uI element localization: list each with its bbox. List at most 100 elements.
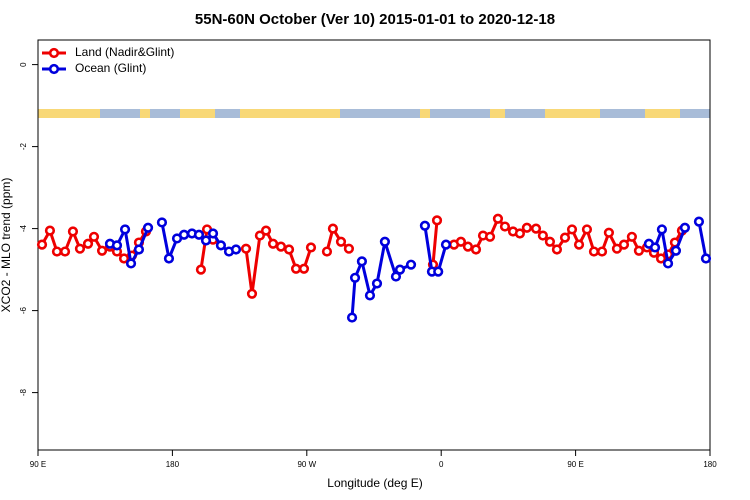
point xyxy=(254,230,266,241)
point xyxy=(440,239,452,250)
point xyxy=(240,243,252,254)
point xyxy=(693,216,705,227)
y-tick-label: -6 xyxy=(19,306,28,314)
point xyxy=(133,244,145,255)
point xyxy=(433,266,444,277)
point xyxy=(290,263,302,274)
x-tick-label: 90 W xyxy=(297,460,316,469)
point xyxy=(470,244,482,255)
point xyxy=(633,245,645,256)
point xyxy=(662,258,674,269)
point xyxy=(67,226,79,237)
point xyxy=(298,263,310,274)
point xyxy=(305,242,317,253)
legend-label: Ocean (Glint) xyxy=(75,61,146,75)
point xyxy=(207,228,219,239)
point xyxy=(581,224,593,235)
point xyxy=(537,230,548,241)
point xyxy=(195,264,207,275)
point xyxy=(544,236,556,247)
point xyxy=(596,246,608,257)
point xyxy=(74,243,86,254)
point xyxy=(405,259,417,270)
point xyxy=(349,272,361,283)
land-ocean-strip xyxy=(38,109,710,118)
point xyxy=(603,227,615,238)
chart-title: 55N-60N October (Ver 10) 2015-01-01 to 2… xyxy=(195,11,555,28)
x-tick-label: 90 E xyxy=(567,460,583,469)
point xyxy=(649,242,661,253)
point xyxy=(655,253,667,264)
point xyxy=(626,231,637,242)
point xyxy=(419,220,431,231)
point xyxy=(379,236,391,247)
y-tick-label: 0 xyxy=(19,62,28,67)
point xyxy=(346,312,358,323)
point xyxy=(111,240,123,251)
point xyxy=(356,256,368,267)
point xyxy=(462,241,474,252)
point xyxy=(142,222,154,233)
point xyxy=(335,236,347,247)
point xyxy=(275,241,287,252)
point xyxy=(230,244,242,255)
point xyxy=(246,288,258,299)
point xyxy=(163,253,175,264)
point xyxy=(119,224,131,235)
x-tick-label: 180 xyxy=(166,460,180,469)
point xyxy=(559,232,571,243)
point xyxy=(327,223,339,234)
point xyxy=(484,231,496,242)
point xyxy=(588,246,600,257)
point xyxy=(96,245,108,256)
point xyxy=(260,225,272,236)
point xyxy=(51,246,63,257)
x-axis-label: Longitude (deg E) xyxy=(327,476,422,490)
point xyxy=(200,235,212,246)
point xyxy=(371,278,383,289)
point xyxy=(679,222,691,233)
point xyxy=(431,215,443,226)
point xyxy=(514,228,525,239)
legend-label: Land (Nadir&Glint) xyxy=(75,45,174,59)
point xyxy=(267,238,279,249)
point xyxy=(492,213,504,224)
point xyxy=(59,246,71,257)
point xyxy=(343,243,355,254)
point xyxy=(566,224,578,235)
point xyxy=(364,290,376,301)
point xyxy=(156,217,168,228)
point xyxy=(36,239,48,250)
y-tick-label: -2 xyxy=(19,142,28,150)
point xyxy=(551,244,563,255)
point xyxy=(455,236,467,247)
y-axis-label: XCO2 - MLO trend (ppm) xyxy=(0,178,13,313)
point xyxy=(321,246,333,257)
point xyxy=(82,238,94,249)
x-tick-label: 0 xyxy=(439,460,444,469)
point xyxy=(573,239,585,250)
legend-marker xyxy=(48,47,60,59)
point xyxy=(521,222,533,233)
point xyxy=(390,271,402,282)
point xyxy=(618,239,630,250)
point xyxy=(193,229,205,240)
y-tick-label: -4 xyxy=(19,224,28,232)
point xyxy=(215,240,227,251)
x-tick-label: 180 xyxy=(703,460,717,469)
x-tick-label: 90 E xyxy=(30,460,46,469)
point xyxy=(394,264,406,275)
point xyxy=(283,244,295,255)
point xyxy=(700,253,712,264)
point xyxy=(499,221,511,232)
point xyxy=(611,243,623,254)
point xyxy=(125,258,137,269)
y-tick-label: -8 xyxy=(19,388,28,396)
legend-marker xyxy=(48,63,60,75)
point xyxy=(656,224,668,235)
point xyxy=(530,223,542,234)
point xyxy=(178,229,190,240)
point xyxy=(44,225,56,236)
